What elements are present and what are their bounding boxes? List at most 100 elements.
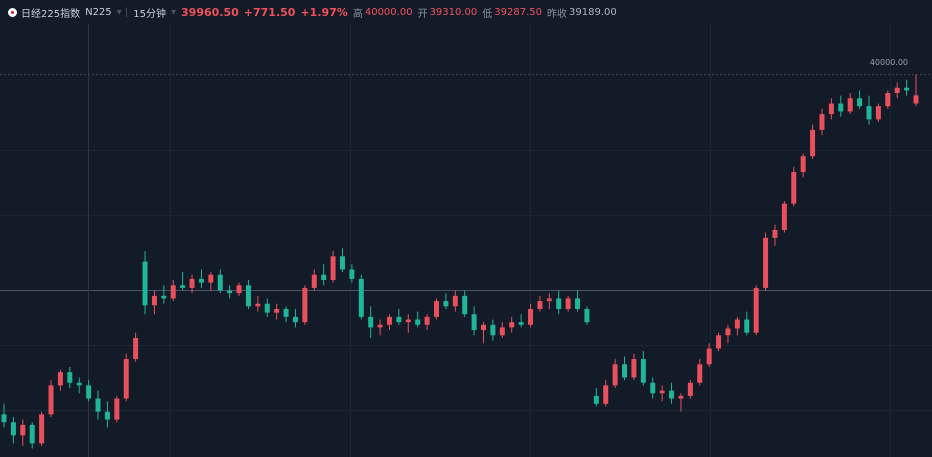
candle-body <box>640 359 646 383</box>
open-label: 开 <box>417 8 428 20</box>
candle-body <box>274 308 280 313</box>
candle-body <box>462 295 468 315</box>
low-value: 39287.50 <box>494 6 542 18</box>
candle-body <box>631 359 637 378</box>
candle-body <box>245 285 251 307</box>
candle-body <box>339 256 345 270</box>
candle-body <box>565 298 571 309</box>
candle-body <box>405 319 411 323</box>
candle-body <box>20 424 26 436</box>
candle-body <box>725 328 731 336</box>
candle-body <box>264 303 270 313</box>
candle-body <box>706 348 712 365</box>
candle-body <box>48 385 54 415</box>
high-label: 高 <box>352 8 363 20</box>
candle-body <box>424 316 430 325</box>
candle-body <box>1 414 7 423</box>
candle-body <box>236 285 242 294</box>
candle-body <box>772 229 778 238</box>
header-bar: 日经225指数 N225 ▾ | 15分钟 ▾ 39960.50 +771.50… <box>0 0 932 24</box>
candle-body <box>217 274 223 291</box>
candle-body <box>781 203 787 230</box>
candle-body <box>67 372 73 383</box>
candle-body <box>669 390 675 399</box>
candle-body <box>198 278 204 283</box>
candle-body <box>10 422 16 436</box>
candle-body <box>161 295 167 299</box>
candle-body <box>537 301 543 309</box>
candle-body <box>791 172 797 204</box>
candle-body <box>283 308 289 317</box>
candle-body <box>753 287 759 333</box>
candle-body <box>95 398 101 412</box>
candle-body <box>575 298 581 309</box>
candle-body <box>687 382 693 396</box>
open-value: 39310.00 <box>429 6 478 18</box>
price-label: 40000.00 <box>870 58 908 67</box>
grid <box>0 24 932 457</box>
candle-body <box>810 129 816 157</box>
interval[interactable]: 15分钟 <box>133 8 166 20</box>
candle-body <box>800 156 806 173</box>
candle-body <box>321 274 327 281</box>
candle-body <box>866 106 872 120</box>
candle-body <box>763 237 769 288</box>
candle-body <box>612 364 618 386</box>
price: 39960.50 <box>181 5 239 19</box>
candle-body <box>509 322 515 328</box>
candle-body <box>518 322 524 325</box>
symbol[interactable]: N225 <box>85 6 112 18</box>
candle-body <box>443 301 449 307</box>
candle-body <box>57 372 63 386</box>
candle-body <box>29 424 35 444</box>
candle-body <box>678 395 684 399</box>
candle-body <box>904 87 910 91</box>
candle-body <box>189 278 195 288</box>
candle-body <box>292 316 298 323</box>
candle-body <box>76 382 82 386</box>
candle-body <box>358 278 364 317</box>
candle-body <box>433 301 439 317</box>
candle-body <box>481 324 487 331</box>
candle-body <box>39 414 45 444</box>
flag-icon <box>8 7 17 17</box>
candle-body <box>151 295 157 306</box>
candle-body <box>716 335 722 349</box>
low-label: 低 <box>482 8 493 20</box>
change-pct: +1.97% <box>300 5 348 19</box>
candle-body <box>697 364 703 383</box>
candle-body <box>471 314 477 331</box>
candle-body <box>546 298 552 302</box>
candle-body <box>659 390 665 394</box>
candle-body <box>556 298 562 309</box>
candle-body <box>368 316 374 328</box>
candle-body <box>133 337 139 360</box>
candle-body <box>828 103 834 115</box>
candle-body <box>386 316 392 325</box>
candle-body <box>227 290 233 294</box>
candle-body <box>734 319 740 329</box>
candle-body <box>123 359 129 399</box>
candle-body <box>528 308 534 325</box>
candle-body <box>104 411 110 420</box>
candle-body <box>650 382 656 394</box>
candle-body <box>913 95 919 104</box>
prev-label: 昨收 <box>547 8 567 20</box>
candle-body <box>255 303 261 307</box>
candle-body <box>894 87 900 94</box>
caret: ▾ | <box>116 6 129 18</box>
candle-body <box>603 385 609 404</box>
candle-body <box>86 385 92 399</box>
candle-body <box>349 269 355 279</box>
candle-body <box>302 287 308 323</box>
candle-body <box>838 103 844 112</box>
candle-body <box>885 93 891 107</box>
candle-body <box>142 261 148 306</box>
candle-body <box>415 319 421 325</box>
candle-body <box>170 285 176 299</box>
candle-body <box>819 114 825 130</box>
index-name[interactable]: 日经225指数 <box>21 8 81 20</box>
candle-body <box>452 295 458 307</box>
caret: ▾ <box>170 6 177 18</box>
